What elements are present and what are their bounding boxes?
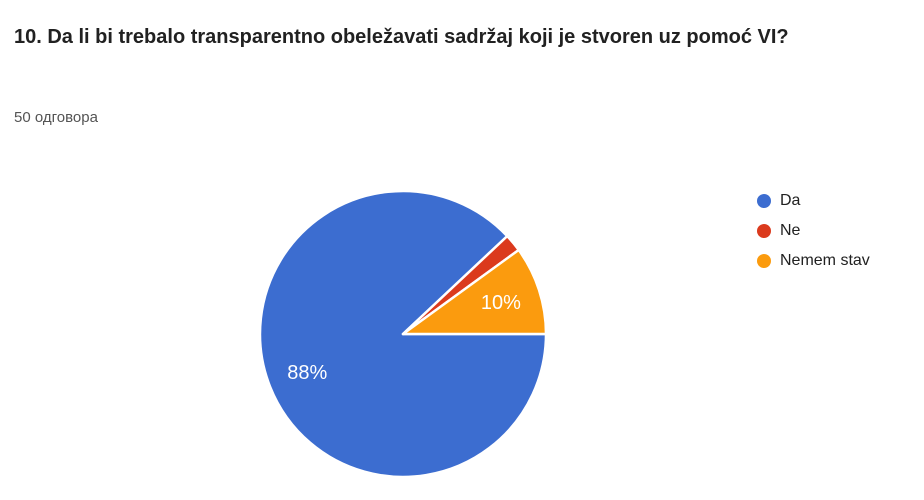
pie-slice-percentage-label: 10% [481,292,521,314]
legend-label: Da [780,192,801,209]
chart-legend: Da Ne Nemem stav [757,186,870,276]
pie-slice-nemem-stav[interactable] [401,248,548,336]
legend-item-nemem-stav: Nemem stav [757,246,870,276]
pie-slice-percentage-label: 88% [287,362,327,384]
legend-color-dot-icon [757,254,771,268]
question-title: 10. Da li bi trebalo transparentno obele… [14,26,789,48]
legend-color-dot-icon [757,194,771,208]
legend-item-ne: Ne [757,216,870,246]
legend-label: Nemem stav [780,252,870,269]
legend-item-da: Da [757,186,870,216]
response-count: 50 одговора [14,109,98,126]
pie-slice-da[interactable] [258,189,548,479]
legend-color-dot-icon [757,224,771,238]
legend-label: Ne [780,222,801,239]
